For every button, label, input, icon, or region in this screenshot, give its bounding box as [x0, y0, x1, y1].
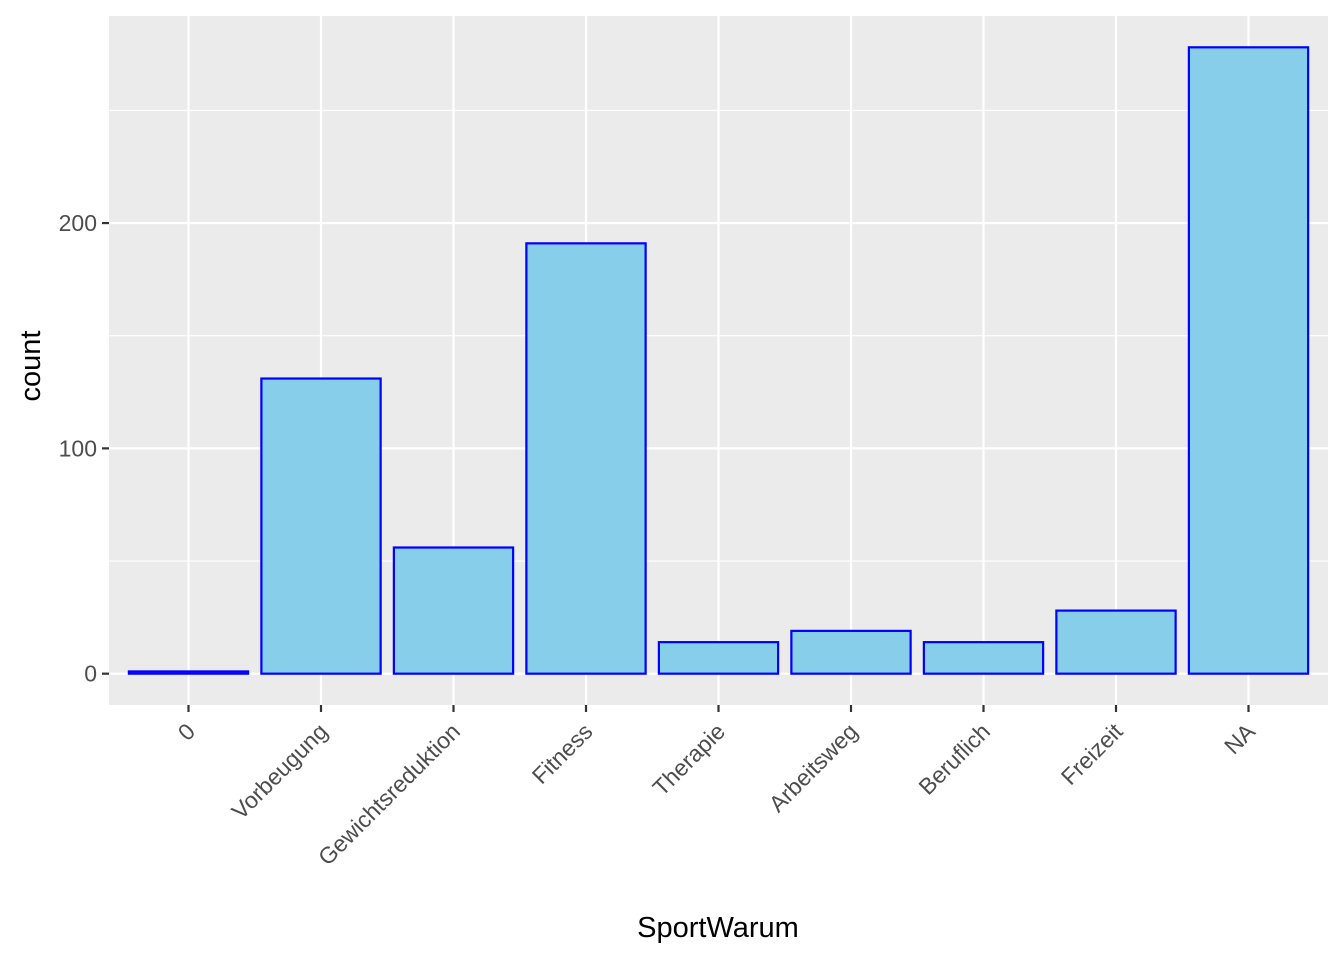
y-tick-label: 100: [59, 435, 97, 461]
y-tick-label: 0: [84, 661, 97, 687]
bar-na: [1187, 46, 1310, 675]
y-tick-label: 200: [59, 210, 97, 236]
x-tick-label: Fitness: [527, 718, 598, 789]
bar-beruflich: [922, 641, 1045, 675]
x-tick-label: Vorbeugung: [226, 718, 332, 824]
bar-freizeit: [1055, 609, 1177, 675]
bar-arbeitsweg: [790, 629, 912, 675]
x-tick-label: Gewichtsreduktion: [313, 718, 465, 870]
x-tick-label: NA: [1219, 718, 1260, 759]
bar-vorbeugung: [260, 377, 382, 675]
y-axis-title: count: [15, 331, 47, 402]
x-tick-label: Beruflich: [913, 718, 995, 800]
x-tick-label: 0: [173, 718, 200, 745]
x-tick-label: Freizeit: [1056, 718, 1128, 790]
bar-0: [127, 670, 250, 675]
bar-fitness: [525, 242, 647, 675]
bar-gewichtsreduktion: [392, 546, 515, 675]
x-axis-title: SportWarum: [637, 912, 799, 944]
x-tick-label: Arbeitsweg: [764, 718, 863, 817]
y-axis: 0 100 200: [59, 210, 109, 687]
bars: [127, 46, 1310, 675]
bar-therapie: [657, 641, 780, 675]
x-tick-label: Therapie: [647, 718, 730, 801]
